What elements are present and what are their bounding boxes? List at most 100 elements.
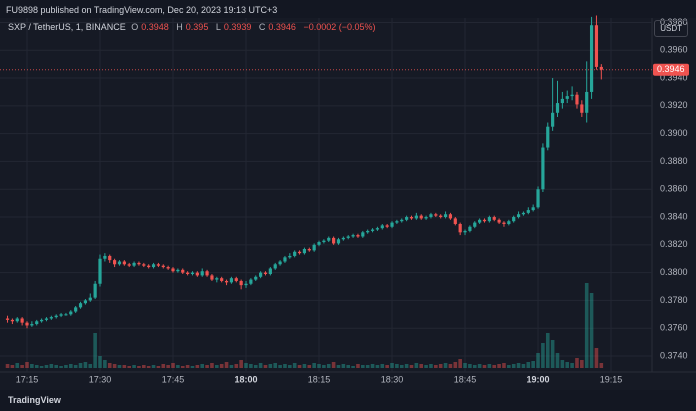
publish-line: FU9898 published on TradingView.com, Dec… <box>6 5 280 15</box>
ohlc-value: 0.3946 <box>268 22 296 32</box>
candle-body <box>59 314 63 316</box>
candle-body <box>254 276 258 280</box>
candle-body <box>49 317 53 319</box>
candle-body <box>54 315 58 318</box>
volume-bar <box>584 283 589 368</box>
candle-body <box>546 126 550 148</box>
candle-body <box>473 222 477 227</box>
candle-body <box>288 255 292 258</box>
volume-bar <box>200 364 205 368</box>
volume-bar <box>98 356 102 368</box>
candle-body <box>405 217 409 220</box>
candle-body <box>332 237 336 244</box>
currency-button[interactable]: USDT <box>654 20 688 37</box>
candle-body <box>502 222 506 224</box>
volume-bar <box>497 364 501 368</box>
candle-body <box>25 322 29 326</box>
volume-bar <box>302 364 307 368</box>
x-tick-label: 18:45 <box>454 374 477 384</box>
candle-body <box>142 264 146 266</box>
volume-bar <box>142 365 146 368</box>
candle-body <box>414 215 418 219</box>
candle-body <box>249 279 253 284</box>
candle-body <box>478 219 482 223</box>
title: FU9898 published on TradingView.com, Dec… <box>6 5 278 15</box>
volume-bar <box>545 333 550 368</box>
x-tick-label: 18:15 <box>308 374 331 384</box>
volume-bar <box>161 364 166 368</box>
volume-bar <box>526 362 531 368</box>
legend-line: SXP / TetherUS, 1, BINANCE O 0.3948 H 0.39… <box>8 22 381 32</box>
candle-body <box>395 221 399 223</box>
volume-bar <box>502 363 506 368</box>
candle-body <box>443 214 448 218</box>
volume-bar <box>78 363 83 368</box>
candle-body <box>536 189 540 208</box>
y-tick-label: 0.3800 <box>660 267 688 277</box>
candle-body <box>122 261 126 265</box>
candle-body <box>5 318 10 320</box>
candle-body <box>181 269 185 273</box>
candle-body <box>117 261 122 265</box>
volume-bar <box>356 364 360 368</box>
volume-bar <box>10 365 15 368</box>
volume-bar <box>331 362 336 368</box>
candle-body <box>307 248 311 251</box>
volume-bar <box>137 366 141 368</box>
volume-bar <box>146 366 151 368</box>
volume-bar <box>390 363 394 368</box>
ohlc-value: 0.3948 <box>141 22 169 32</box>
volume-bar <box>15 363 20 368</box>
candle-body <box>317 242 321 245</box>
volume-bar <box>565 362 570 368</box>
candle-body <box>322 240 326 243</box>
volume-bar <box>224 362 229 368</box>
volume-bar <box>292 363 297 368</box>
volume-bar <box>273 363 278 368</box>
candle-body <box>10 319 14 322</box>
volume-bar <box>482 365 487 368</box>
candle-body <box>151 264 156 268</box>
volume-bar <box>570 363 574 368</box>
y-tick-label: 0.3860 <box>660 184 688 194</box>
candle-body <box>98 258 102 284</box>
volume-bar <box>234 364 239 368</box>
volume-bar <box>312 363 316 368</box>
footer-logo[interactable]: TradingView <box>8 395 61 405</box>
candle-body <box>30 324 34 326</box>
volume-bar <box>69 364 73 368</box>
candle-body <box>244 283 248 286</box>
y-tick-label: 0.3960 <box>660 45 688 55</box>
candle-body <box>220 278 224 281</box>
candle-body <box>555 103 560 113</box>
volume-bar <box>151 365 156 368</box>
x-tick-label: 17:15 <box>16 374 39 384</box>
candle-body <box>589 25 594 92</box>
y-tick-label: 0.3900 <box>660 128 688 138</box>
volume-bar <box>190 366 195 368</box>
volume-bar <box>64 365 68 368</box>
volume-bar <box>176 365 180 368</box>
volume-bar <box>112 364 117 368</box>
volume-bar <box>195 365 200 368</box>
volume-bar <box>249 364 253 368</box>
candle-body <box>507 221 511 224</box>
volume-bar <box>550 340 555 368</box>
ohlc-label: L <box>215 22 221 32</box>
volume-bar <box>20 365 24 368</box>
candle-body <box>570 94 574 97</box>
candle-body <box>156 264 161 266</box>
volume-bar <box>463 363 467 368</box>
candle-body <box>434 214 438 216</box>
candle-body <box>439 215 443 218</box>
candle-body <box>366 230 370 233</box>
candle-body <box>424 217 428 219</box>
candle-body <box>370 229 375 231</box>
volume-bar <box>127 366 132 368</box>
candle-body <box>492 217 496 220</box>
candle-body <box>234 278 238 281</box>
candle-body <box>375 228 380 230</box>
candle-body <box>40 319 44 322</box>
candle-body <box>273 264 277 269</box>
candle-body <box>351 235 355 237</box>
